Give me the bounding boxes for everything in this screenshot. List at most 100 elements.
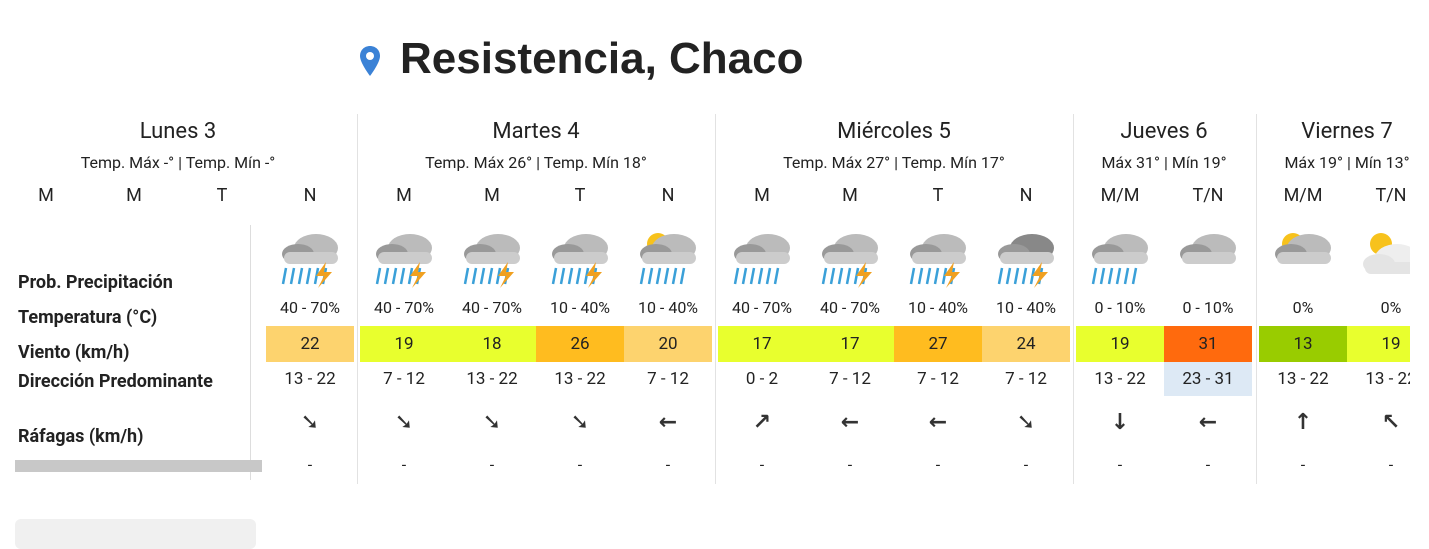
precipitation: 10 - 40% [637, 298, 699, 317]
weather-icon [1180, 234, 1236, 264]
wind: 13 - 22 [284, 369, 336, 389]
gusts: - [401, 455, 407, 474]
gusts: - [847, 455, 853, 474]
period-label: M [38, 185, 54, 206]
period-label: M [396, 185, 412, 206]
wind: 23 - 31 [1164, 362, 1252, 396]
gusts: - [1023, 455, 1029, 474]
gusts: - [665, 455, 671, 474]
wind-direction: ↖ [1381, 410, 1401, 435]
day-summary: Máx 19° | Mín 13° [1284, 153, 1410, 172]
precipitation: 10 - 40% [549, 298, 611, 317]
weather-icon [821, 234, 878, 288]
period-label: M [842, 185, 858, 206]
wind: 13 - 22 [1094, 369, 1146, 389]
row-label: Viento (km/h) [18, 342, 130, 363]
temperature: 24 [982, 326, 1070, 362]
gusts: - [1300, 455, 1306, 474]
period-label: T [574, 185, 586, 206]
precipitation: 0 - 10% [1182, 298, 1234, 317]
day-name: Lunes 3 [139, 119, 217, 144]
weather-icon [463, 234, 520, 288]
period-label: M/M [1283, 185, 1323, 206]
location-icon [360, 46, 380, 76]
period-label: T [216, 185, 228, 206]
temperature: 20 [624, 326, 712, 362]
temperature: 31 [1164, 326, 1252, 362]
period-label: T [932, 185, 944, 206]
period-label: T/N [1192, 185, 1224, 206]
scrollbar[interactable] [15, 460, 262, 472]
precipitation: 40 - 70% [461, 298, 523, 317]
period-label: M/M [1100, 185, 1140, 206]
precipitation: 0% [1292, 298, 1314, 317]
gusts: - [935, 455, 941, 474]
row-labels: Prob. Precipitación Temperatura (°C) Vient… [0, 225, 251, 480]
period-label: N [303, 185, 317, 206]
weather-icon [997, 234, 1054, 288]
temperature: 17 [806, 326, 894, 362]
precipitation: 10 - 40% [907, 298, 969, 317]
gusts: - [759, 455, 765, 474]
period-label: M [754, 185, 770, 206]
temperature: 17 [718, 326, 806, 362]
wind-direction: ➘ [482, 410, 502, 435]
wind-direction: ← [658, 410, 678, 435]
weather-icon [1363, 233, 1410, 274]
day-name: Jueves 6 [1120, 119, 1208, 144]
precipitation: 10 - 40% [995, 298, 1057, 317]
wind: 13 - 22 [1277, 369, 1329, 389]
wind: 7 - 12 [829, 369, 871, 389]
wind: 13 - 22 [1365, 369, 1410, 389]
day-summary: Temp. Máx -° | Temp. Mín -° [80, 153, 276, 172]
weather-icon [375, 234, 432, 288]
day-name: Martes 4 [492, 119, 580, 144]
gusts: - [1117, 455, 1123, 474]
temperature: 18 [448, 326, 536, 362]
weather-icon [1275, 233, 1331, 264]
day-name: Viernes 7 [1301, 119, 1393, 144]
temperature: 27 [894, 326, 982, 362]
row-label: Prob. Precipitación [18, 272, 173, 293]
wind-direction: ➘ [1016, 410, 1036, 435]
temperature: 19 [1347, 326, 1410, 362]
precipitation: 40 - 70% [819, 298, 881, 317]
day-summary: Máx 31° | Mín 19° [1101, 153, 1227, 172]
wind-direction: ↗ [752, 410, 772, 435]
wind: 7 - 12 [917, 369, 959, 389]
wind-direction: ➘ [394, 410, 414, 435]
period-label: T/N [1375, 185, 1407, 206]
weather-icon [1091, 234, 1148, 285]
wind-direction: ↓ [1110, 410, 1130, 435]
wind-direction: ➘ [300, 410, 320, 435]
wind: 7 - 12 [1005, 369, 1047, 389]
wind: 13 - 22 [554, 369, 606, 389]
wind-direction: ← [928, 410, 948, 435]
row-label: Ráfagas (km/h) [18, 426, 144, 447]
wind: 13 - 22 [466, 369, 518, 389]
precipitation: 40 - 70% [731, 298, 793, 317]
temperature: 19 [1076, 326, 1164, 362]
temperature: 26 [536, 326, 624, 362]
period-label: N [1019, 185, 1033, 206]
day-separator [1073, 114, 1074, 484]
wind-direction: ← [840, 410, 860, 435]
day-separator [1256, 114, 1257, 484]
period-label: M [126, 185, 142, 206]
panel [15, 519, 256, 549]
precipitation: 0% [1380, 298, 1402, 317]
weather-icon [281, 234, 338, 288]
wind-direction: ↑ [1293, 410, 1313, 435]
row-label: Temperatura (°C) [18, 307, 158, 328]
precipitation: 0 - 10% [1094, 298, 1146, 317]
gusts: - [1388, 455, 1394, 474]
temperature: 22 [266, 326, 354, 362]
weather-icon [733, 234, 790, 285]
title: Resistencia, Chaco [400, 34, 804, 83]
weather-icon [639, 233, 696, 285]
wind: 0 - 2 [745, 369, 779, 389]
weather-icon [909, 234, 966, 288]
day-name: Miércoles 5 [837, 119, 951, 144]
gusts: - [489, 455, 495, 474]
weather-icon [551, 234, 608, 288]
